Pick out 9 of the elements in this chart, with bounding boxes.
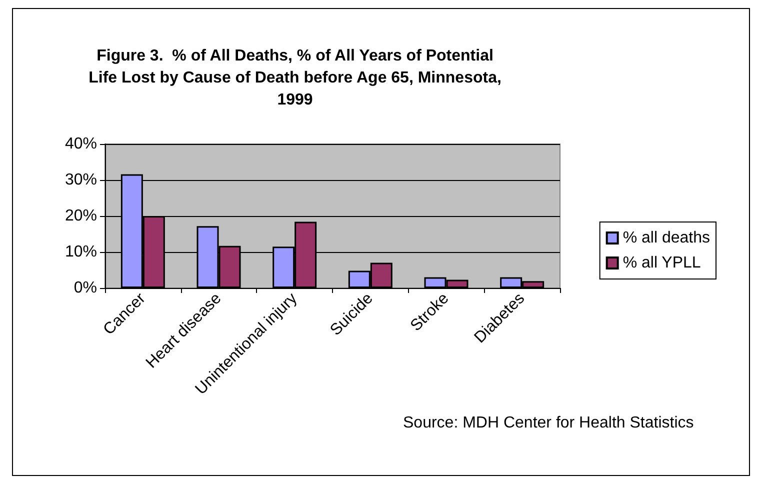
legend-label: % all YPLL	[622, 254, 701, 272]
y-tick-label: 10%	[64, 244, 97, 260]
source-note: Source: MDH Center for Health Statistics	[403, 414, 694, 432]
y-tick-label: 0%	[74, 280, 97, 296]
y-tick-label: 30%	[64, 172, 97, 188]
legend-label: % all deaths	[622, 230, 710, 246]
y-tick-label: 20%	[64, 208, 97, 224]
y-tick-label: 40%	[64, 136, 97, 152]
chart-title: Figure 3. % of All Deaths, % of All Years of Potential Life Lost by Cause of Death before Age 65, Minnesota, 1999	[88, 48, 502, 108]
